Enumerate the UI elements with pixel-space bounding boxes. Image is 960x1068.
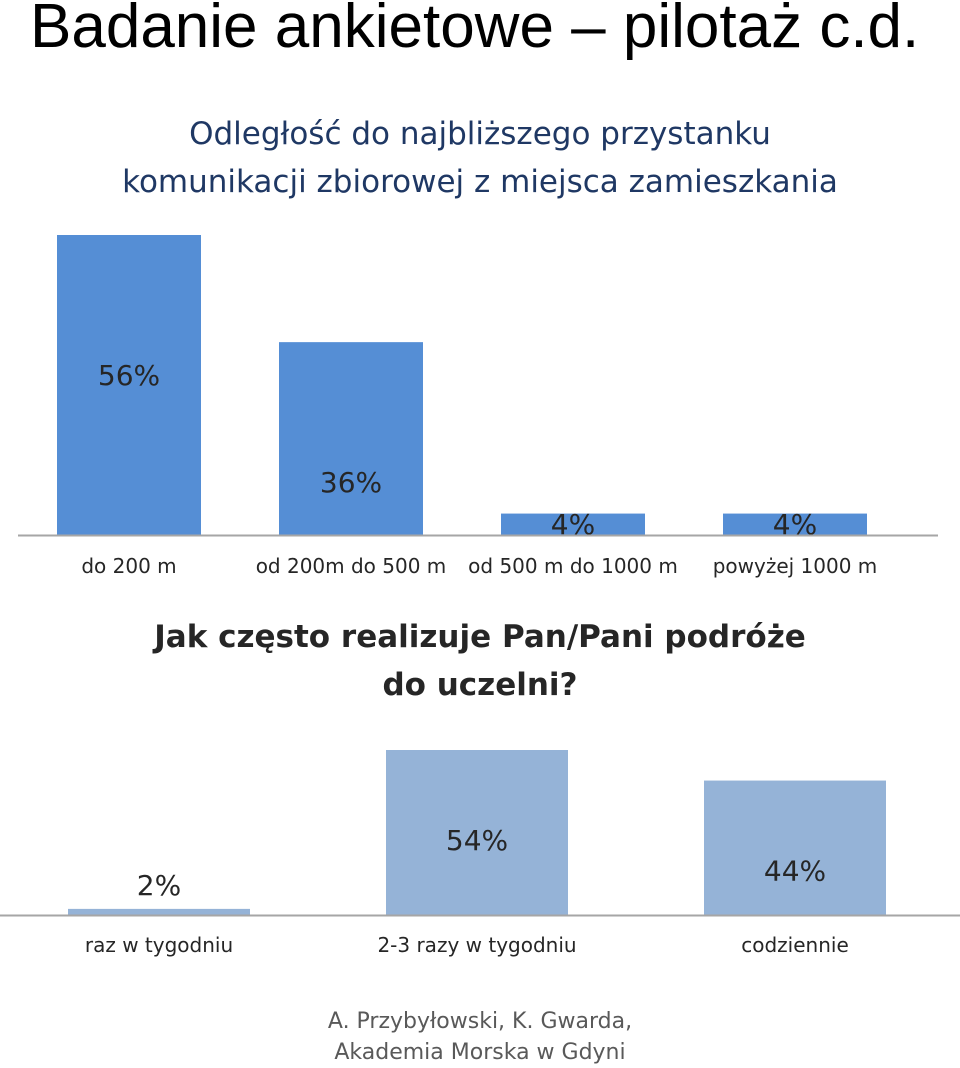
data-label: 36%	[320, 466, 382, 499]
category-label: powyżej 1000 m	[713, 554, 878, 578]
category-label: raz w tygodniu	[85, 933, 233, 957]
distance-bar-chart: 56%do 200 m36%od 200m do 500 m4%od 500 m…	[18, 235, 938, 578]
chart-title-line-1: Jak często realizuje Pan/Pani podróże	[154, 619, 806, 655]
data-label: 56%	[98, 359, 160, 392]
bar	[723, 513, 867, 535]
bar	[386, 750, 568, 915]
author-credit: A. Przybyłowski, K. Gwarda, Akademia Mor…	[240, 1006, 720, 1068]
data-label: 54%	[446, 824, 508, 857]
chart-title: Odległość do najbliższego przystanku kom…	[80, 110, 880, 206]
data-label: 44%	[764, 855, 826, 888]
category-label: do 200 m	[81, 554, 176, 578]
chart-title-line-1: Odległość do najbliższego przystanku	[189, 116, 771, 152]
data-label: 2%	[137, 869, 181, 902]
chart-title-line-2: komunikacji zbiorowej z miejsca zamieszk…	[122, 164, 838, 200]
category-label: codziennie	[741, 933, 849, 957]
bar	[279, 342, 423, 535]
bar	[68, 908, 250, 915]
chart-title-line-2: do uczelni?	[382, 667, 578, 703]
credit-line-2: Akademia Morska w Gdyni	[334, 1040, 626, 1065]
chart-title: Jak często realizuje Pan/Pani podróże do…	[80, 613, 880, 709]
bar	[57, 235, 201, 535]
category-label: od 500 m do 1000 m	[468, 554, 678, 578]
category-label: od 200m do 500 m	[256, 554, 447, 578]
bar	[704, 780, 886, 915]
frequency-bar-chart: 2% raz w tygodniu 54% 2-3 razy w tygodniu 44…	[0, 750, 960, 957]
category-label: 2-3 razy w tygodniu	[377, 933, 576, 957]
credit-line-1: A. Przybyłowski, K. Gwarda,	[327, 1009, 633, 1034]
bar	[501, 513, 645, 535]
page-title: Badanie ankietowe – pilotaż c.d.	[30, 0, 920, 61]
